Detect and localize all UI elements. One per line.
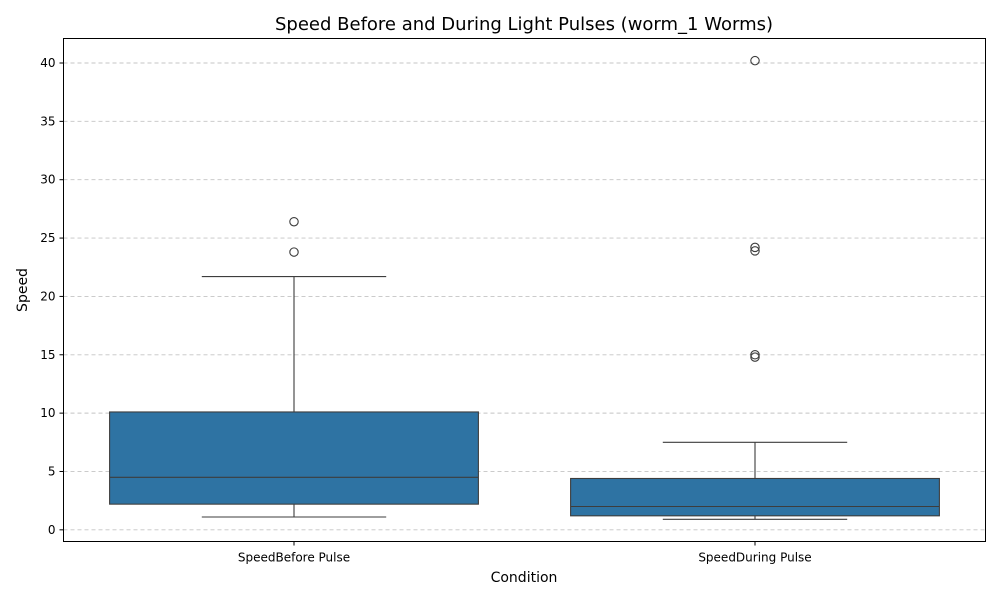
iqr-box [570,477,940,517]
outlier-point [289,216,299,227]
box-group [109,216,479,518]
outlier-point [750,246,760,256]
box-group [570,55,940,520]
plot-frame [63,38,986,542]
y-axis-label: Speed [15,268,31,312]
x-tick-label: SpeedDuring Pulse [698,551,811,565]
box-layer [109,55,940,520]
chart-title: Speed Before and During Light Pulses (wo… [275,14,773,35]
x-axis: SpeedBefore Pulse SpeedDuring Pulse [238,541,812,565]
x-tick-label: SpeedBefore Pulse [238,551,350,565]
y-tick-label: 15 [40,348,55,362]
y-tick-label: 40 [40,56,55,70]
y-tick-label: 35 [40,114,55,128]
y-axis: 0 5 10 15 20 25 30 35 40 [40,56,64,537]
y-tick-label: 10 [40,406,55,420]
outlier-point [750,352,760,362]
x-axis-label: Condition [491,570,558,586]
y-tick-label: 25 [40,231,55,245]
outlier-point [289,247,299,257]
y-tick-label: 20 [40,289,55,303]
outlier-point [750,55,760,66]
y-tick-label: 30 [40,173,55,187]
outlier-point [750,242,760,253]
iqr-box [109,411,479,505]
y-tick-label: 5 [48,464,56,478]
y-tick-label: 0 [48,523,56,537]
outlier-point [750,350,760,360]
